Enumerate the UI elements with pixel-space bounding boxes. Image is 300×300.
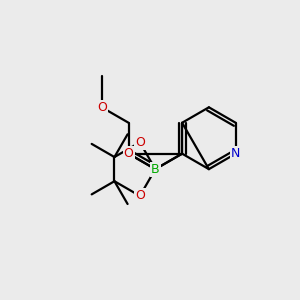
Text: O: O — [135, 136, 145, 149]
Text: N: N — [231, 147, 240, 160]
Text: B: B — [151, 163, 160, 176]
Text: O: O — [97, 101, 107, 114]
Text: O: O — [135, 189, 145, 203]
Text: O: O — [124, 147, 134, 160]
